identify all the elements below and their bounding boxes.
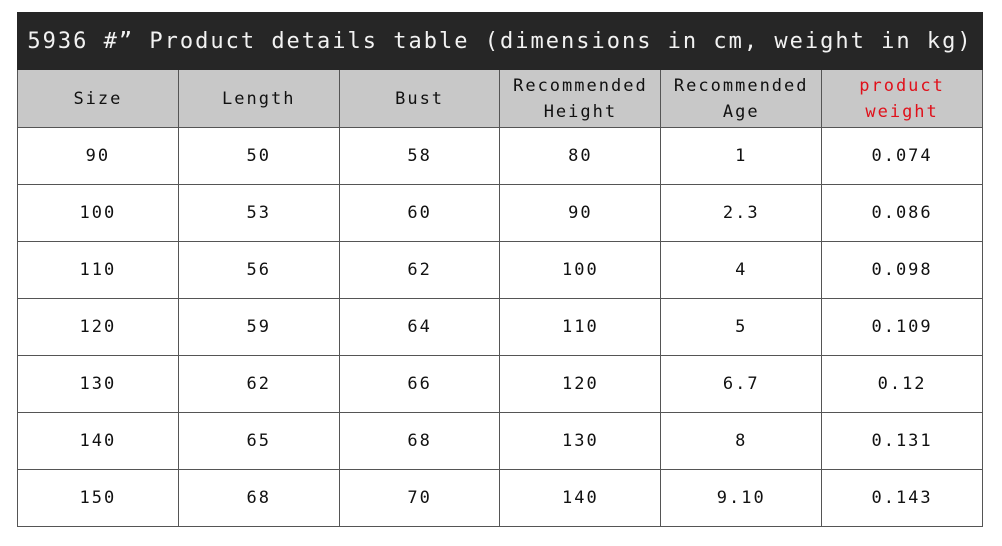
table-cell: 90	[499, 184, 662, 242]
table-cell: 62	[177, 355, 340, 413]
table-cell: 70	[338, 469, 501, 527]
table-row: 150 68 70 140 9.10 0.143	[17, 469, 983, 527]
table-row: 100 53 60 90 2.3 0.086	[17, 184, 983, 242]
table-cell: 64	[338, 298, 501, 356]
table-cell: 140	[499, 469, 662, 527]
table-cell: 110	[499, 298, 662, 356]
table-cell: 5	[660, 298, 823, 356]
table-cell: 66	[338, 355, 501, 413]
table-cell: 9.10	[660, 469, 823, 527]
header-row: Size Length Bust Recommended Height Recommen…	[17, 69, 983, 128]
column-header: Bust	[338, 69, 501, 128]
table-cell: 90	[17, 127, 179, 185]
column-header: Recommended Age	[660, 69, 823, 128]
table-cell: 6.7	[660, 355, 823, 413]
table-cell: 53	[177, 184, 340, 242]
table-cell: 110	[17, 241, 179, 299]
table-cell: 150	[17, 469, 179, 527]
table-cell: 59	[177, 298, 340, 356]
table-row: 120 59 64 110 5 0.109	[17, 298, 983, 356]
table-title: 5936 #” Product details table (dimension…	[17, 12, 983, 70]
table-cell: 68	[177, 469, 340, 527]
column-header: product weight	[821, 69, 983, 128]
column-header: Size	[17, 69, 179, 128]
table-cell: 0.12	[821, 355, 983, 413]
table-cell: 50	[177, 127, 340, 185]
column-header: Length	[177, 69, 340, 128]
table-cell: 0.098	[821, 241, 983, 299]
table-head: 5936 #” Product details table (dimension…	[17, 12, 983, 128]
table-cell: 0.109	[821, 298, 983, 356]
table-cell: 140	[17, 412, 179, 470]
table-row: 130 62 66 120 6.7 0.12	[17, 355, 983, 413]
column-header: Recommended Height	[499, 69, 662, 128]
table-cell: 56	[177, 241, 340, 299]
table-cell: 68	[338, 412, 501, 470]
table-row: 90 50 58 80 1 0.074	[17, 127, 983, 185]
table-container: 5936 #” Product details table (dimension…	[17, 12, 983, 527]
table-row: 140 65 68 130 8 0.131	[17, 412, 983, 470]
table-cell: 62	[338, 241, 501, 299]
table-cell: 0.074	[821, 127, 983, 185]
table-cell: 8	[660, 412, 823, 470]
table-cell: 65	[177, 412, 340, 470]
table-cell: 0.143	[821, 469, 983, 527]
table-cell: 2.3	[660, 184, 823, 242]
table-row: 110 56 62 100 4 0.098	[17, 241, 983, 299]
table-cell: 60	[338, 184, 501, 242]
table-cell: 1	[660, 127, 823, 185]
table-cell: 130	[499, 412, 662, 470]
table-cell: 0.086	[821, 184, 983, 242]
table-cell: 100	[499, 241, 662, 299]
table-cell: 4	[660, 241, 823, 299]
table-cell: 0.131	[821, 412, 983, 470]
table-cell: 100	[17, 184, 179, 242]
product-table: 5936 #” Product details table (dimension…	[17, 12, 983, 527]
table-cell: 80	[499, 127, 662, 185]
table-cell: 130	[17, 355, 179, 413]
table-cell: 120	[17, 298, 179, 356]
table-cell: 58	[338, 127, 501, 185]
title-row: 5936 #” Product details table (dimension…	[17, 12, 983, 70]
table-cell: 120	[499, 355, 662, 413]
table-body: 90 50 58 80 1 0.074 100 53 60 90 2.3 0.086 110 56 62 10…	[17, 127, 983, 527]
